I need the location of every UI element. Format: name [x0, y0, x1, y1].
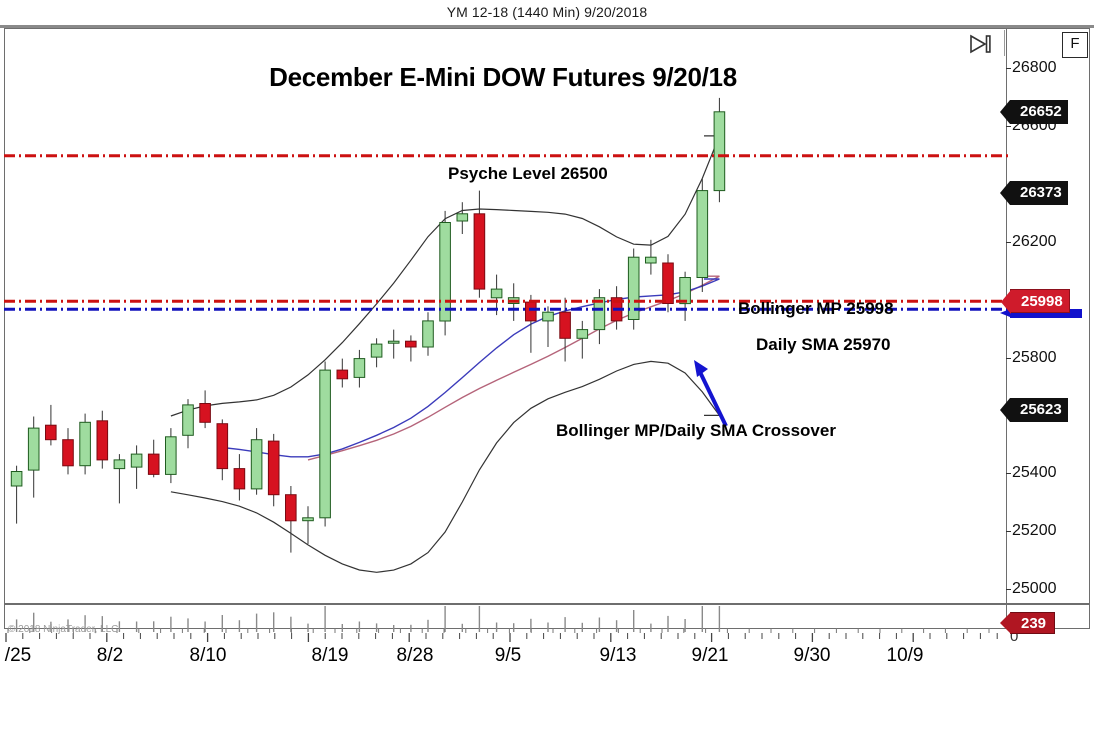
date-tick-8-19: 8/19: [311, 645, 349, 666]
candle: [490, 288, 503, 299]
window-titlebar: YM 12-18 (1440 Min) 9/20/2018: [0, 0, 1094, 26]
date-tick-9-21: 9/21: [691, 645, 729, 666]
crossover-arrow-icon: [694, 360, 728, 427]
candle: [473, 213, 486, 290]
candle: [130, 453, 143, 468]
candle: [45, 424, 57, 441]
candle: [10, 471, 23, 487]
date-tick-9-13: 9/13: [599, 645, 637, 666]
candle: [233, 468, 246, 490]
candle: [62, 439, 74, 467]
candle: [319, 369, 331, 519]
upper-band-badge: 26373: [1000, 180, 1068, 205]
candle: [353, 358, 366, 378]
volume-pane-divider: [4, 603, 1090, 605]
candle: [542, 311, 554, 322]
candle: [302, 517, 314, 522]
date-tick-8-28: 8/28: [396, 645, 434, 666]
candle: [370, 343, 383, 358]
date-tick--25: /25: [4, 645, 32, 666]
candle: [679, 277, 691, 305]
candle: [525, 301, 537, 322]
date-axis-ticks: [5, 633, 998, 642]
annotation-crossover: Bollinger MP/Daily SMA Crossover: [556, 421, 836, 440]
price-chart-canvas: [4, 97, 1010, 573]
skip-to-end-icon[interactable]: [968, 33, 994, 55]
format-button[interactable]: F: [1062, 32, 1088, 58]
volume-badge: 239: [999, 612, 1056, 634]
price-tick-25200: 25200: [1006, 522, 1057, 540]
annotation-daily-sma: Daily SMA 25970: [756, 335, 891, 354]
date-tick-8-10: 8/10: [189, 645, 227, 666]
date-tick-8-2: 8/2: [96, 645, 124, 666]
candle: [422, 320, 434, 348]
volume-chart-canvas: [7, 606, 990, 633]
candle: [405, 340, 417, 348]
candle: [627, 256, 640, 320]
candle: [696, 190, 709, 279]
lower-band-badge: 25623: [1000, 397, 1068, 422]
date-tick-9-5: 9/5: [494, 645, 522, 666]
candle: [456, 213, 469, 222]
candle: [27, 427, 40, 471]
candle: [439, 222, 451, 322]
candle: [267, 440, 280, 496]
annotation-bollinger-mp: Bollinger MP 25998: [738, 299, 894, 318]
candle: [199, 403, 211, 423]
price-tick-26800: 26800: [1006, 58, 1057, 76]
candle: [216, 423, 229, 470]
chart-plot-frame: [4, 28, 1090, 629]
price-axis-divider: [1006, 28, 1007, 629]
price-tick-25400: 25400: [1006, 464, 1057, 482]
candle: [713, 111, 726, 192]
candle: [147, 453, 160, 475]
date-tick-9-30: 9/30: [793, 645, 831, 666]
last-price-badge: 26652: [1000, 99, 1068, 124]
price-tick-25800: 25800: [1006, 348, 1057, 366]
candle: [559, 311, 571, 339]
candle: [387, 340, 400, 344]
price-tick-25000: 25000: [1006, 580, 1057, 598]
candle: [113, 459, 126, 470]
candle: [285, 494, 297, 522]
titlebar-divider: [0, 25, 1094, 28]
window-title: YM 12-18 (1440 Min) 9/20/2018: [446, 4, 648, 20]
annotation-psyche-level: Psyche Level 26500: [448, 164, 608, 183]
toolbar-separator: [1004, 30, 1005, 56]
candle: [250, 439, 263, 490]
date-tick-10-9: 10/9: [886, 645, 924, 666]
candle: [79, 421, 91, 467]
vendor-watermark: © 2018 NinjaTrader, LLC: [8, 624, 119, 635]
chart-title: December E-Mini DOW Futures 9/20/18: [269, 62, 737, 92]
candle: [576, 329, 589, 339]
bollinger-mp-badge: 25998: [1001, 289, 1070, 315]
volume-zero-label: 0: [1010, 628, 1019, 645]
candle: [96, 420, 109, 461]
candle: [336, 369, 349, 380]
candle: [182, 404, 194, 436]
candle: [645, 256, 657, 264]
candle: [165, 436, 177, 475]
candle: [593, 297, 606, 331]
candle: [662, 262, 674, 304]
price-tick-26200: 26200: [1006, 232, 1057, 250]
